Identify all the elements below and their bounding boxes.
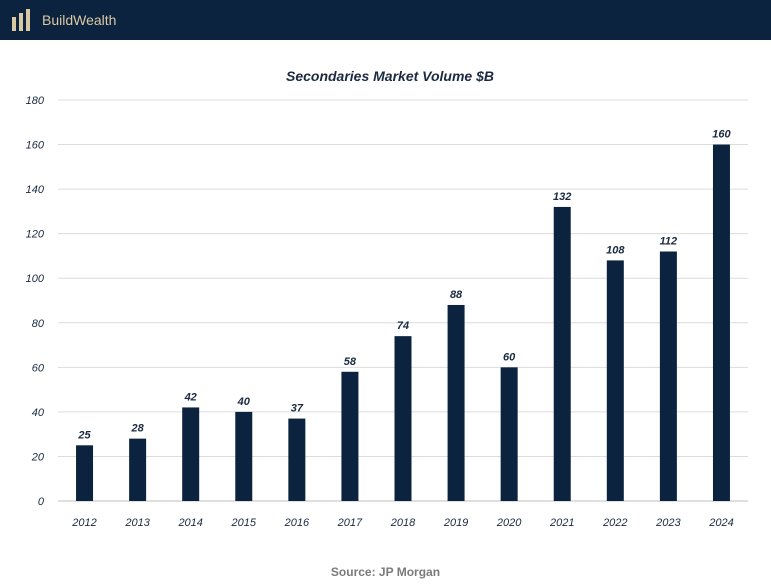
- bar: [129, 438, 147, 501]
- buildwealth-logo-icon: [12, 9, 30, 31]
- data-label: 132: [553, 191, 571, 203]
- data-label: 40: [237, 396, 251, 408]
- y-tick-label: 60: [32, 362, 45, 374]
- y-tick-label: 20: [31, 451, 45, 463]
- source-note: Source: JP Morgan: [330, 565, 441, 579]
- bar: [500, 367, 518, 501]
- y-tick-label: 40: [32, 407, 45, 419]
- bar: [394, 336, 412, 501]
- x-tick-label: 2022: [602, 517, 627, 529]
- bar: [76, 445, 94, 501]
- x-axis: 2012 2013 2014 2015 2016 2017 2018 2019 2020 2021…: [71, 517, 733, 529]
- y-tick-label: 160: [26, 140, 45, 152]
- bar: [606, 260, 624, 501]
- data-label: 108: [606, 244, 625, 256]
- bar: [235, 411, 253, 501]
- x-tick-label: 2021: [549, 517, 574, 529]
- data-label: 88: [450, 289, 463, 301]
- x-tick-label: 2012: [71, 517, 96, 529]
- bar: [288, 418, 306, 501]
- bar: [182, 407, 200, 501]
- y-tick-label: 120: [26, 229, 45, 241]
- x-tick-label: 2013: [124, 517, 150, 529]
- x-tick-label: 2020: [496, 517, 522, 529]
- x-tick-label: 2016: [284, 517, 310, 529]
- x-tick-label: 2023: [655, 517, 681, 529]
- data-label: 42: [184, 391, 197, 403]
- data-label: 58: [344, 356, 357, 368]
- bars: [76, 144, 730, 502]
- bar: [447, 304, 465, 501]
- x-tick-label: 2017: [337, 517, 363, 529]
- y-tick-label: 0: [38, 496, 45, 508]
- y-tick-label: 100: [26, 273, 45, 285]
- data-labels: 25 28 42 40 37 58 74 88 60 132 108 112 160: [77, 129, 731, 442]
- x-tick-label: 2019: [443, 517, 468, 529]
- x-tick-label: 2024: [708, 517, 733, 529]
- data-label: 28: [130, 423, 144, 435]
- data-label: 74: [397, 320, 409, 332]
- y-gridlines: [58, 99, 748, 502]
- y-tick-label: 80: [32, 318, 45, 330]
- chart-title: Secondaries Market Volume $B: [286, 68, 494, 84]
- data-label: 112: [660, 235, 678, 247]
- logo: BuildWealth: [10, 6, 116, 34]
- data-label: 25: [77, 429, 91, 441]
- bar-chart: Secondaries Market Volume $B 0 20 40 60 80 10…: [26, 68, 748, 529]
- x-tick-label: 2018: [390, 517, 416, 529]
- header-bar: BuildWealth: [0, 0, 771, 40]
- bar: [341, 371, 359, 501]
- data-label: 37: [291, 403, 304, 415]
- data-label: 160: [712, 129, 731, 141]
- x-tick-label: 2014: [177, 517, 202, 529]
- y-tick-label: 180: [26, 95, 45, 107]
- brand-name: BuildWealth: [42, 12, 117, 28]
- bar: [553, 206, 571, 501]
- x-tick-label: 2015: [231, 517, 257, 529]
- bar: [659, 251, 677, 501]
- bar: [712, 144, 730, 502]
- data-label: 60: [503, 351, 516, 363]
- y-axis: 0 20 40 60 80 100 120 140 160 180: [26, 95, 45, 508]
- y-tick-label: 140: [26, 184, 45, 196]
